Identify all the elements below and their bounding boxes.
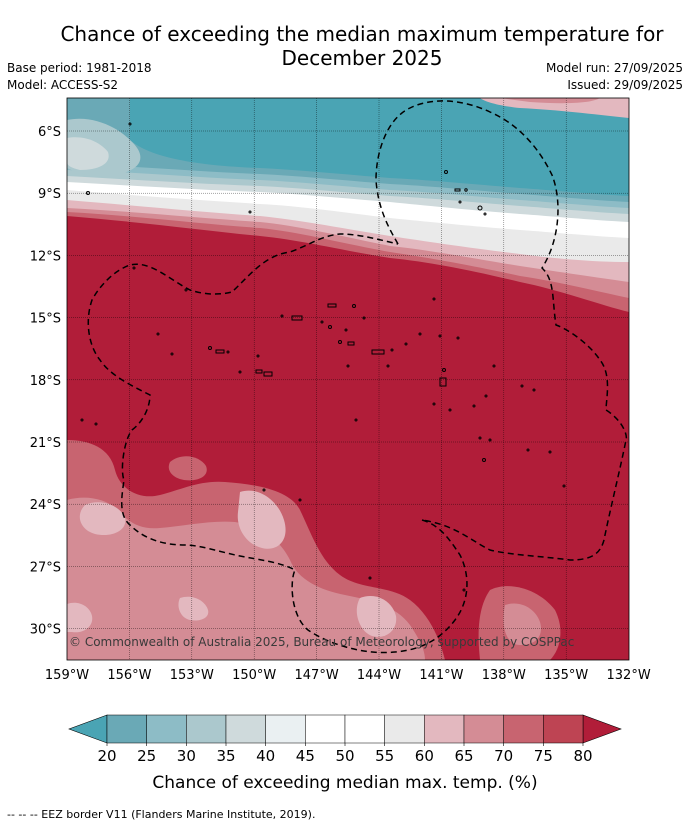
lon-label: 159°W — [45, 668, 89, 683]
title-line-2: December 2025 — [281, 46, 443, 70]
lon-label: 132°W — [607, 668, 651, 683]
north-patch-70-west — [67, 447, 95, 473]
meta-left: Base period: 1981-2018 Model: ACCESS-S2 — [7, 60, 152, 94]
colorbar-high-extension — [582, 714, 622, 744]
colorbar-segment — [463, 714, 504, 744]
colorbar-segment — [543, 714, 584, 744]
meta-right: Model run: 27/09/2025 Issued: 29/09/2025 — [546, 60, 683, 94]
lon-label: 156°W — [107, 668, 151, 683]
band-20 — [130, 98, 629, 196]
colorbar-segment — [503, 714, 544, 744]
lat-label: 12°S — [30, 249, 61, 264]
colorbar-segment — [186, 714, 227, 744]
colorbar-segment — [384, 714, 425, 744]
colorbar-segment — [265, 714, 306, 744]
lon-label: 141°W — [419, 668, 463, 683]
pale-patch-nw-inner — [67, 137, 109, 170]
north-patch-65-west — [168, 456, 207, 481]
lat-label: 18°S — [30, 374, 61, 389]
south-patch-60-a — [79, 502, 126, 536]
colorbar-segment — [146, 714, 187, 744]
south-patch-65 — [67, 497, 425, 660]
colorbar-tick-label: 25 — [137, 747, 156, 765]
map-field — [67, 98, 629, 660]
eez-borders — [87, 100, 628, 654]
lat-label: 30°S — [30, 623, 61, 638]
map-frame — [66, 97, 630, 661]
colorbar-low-extension — [68, 714, 108, 744]
lon-label: 144°W — [357, 668, 401, 683]
colorbar-tick-label: 40 — [256, 747, 275, 765]
colorbar-tick-label: 60 — [415, 747, 434, 765]
lat-label: 9°S — [38, 187, 61, 202]
chart-title: Chance of exceeding the median maximum t… — [0, 22, 690, 70]
colorbar-tick-label: 50 — [335, 747, 354, 765]
model-name: Model: ACCESS-S2 — [7, 78, 119, 92]
lat-label: 27°S — [30, 560, 61, 575]
colorbar-tick-label: 20 — [97, 747, 116, 765]
colorbar-label: Chance of exceeding median max. temp. (%… — [152, 773, 537, 793]
colorbar: 20 25 30 35 40 45 50 55 60 65 70 75 80 — [68, 714, 622, 765]
colorbar-tick-label: 65 — [454, 747, 473, 765]
lon-label: 135°W — [544, 668, 588, 683]
base-period: Base period: 1981-2018 — [7, 61, 152, 75]
colorbar-segment — [424, 714, 465, 744]
lat-label: 15°S — [30, 312, 61, 327]
graticule — [67, 98, 629, 660]
lon-label: 138°W — [482, 668, 526, 683]
colorbar-tick-label: 70 — [494, 747, 513, 765]
lat-label: 24°S — [30, 498, 61, 513]
lat-label: 21°S — [30, 436, 61, 451]
eez-border-central — [87, 233, 468, 654]
lon-label: 147°W — [295, 668, 339, 683]
colorbar-tick-label: 45 — [296, 747, 315, 765]
colorbar-tick-label: 80 — [573, 747, 592, 765]
colorbar-tick-label: 35 — [216, 747, 235, 765]
lon-label: 153°W — [170, 668, 214, 683]
south-patch-60-d — [178, 596, 209, 621]
colorbar-tick-label: 55 — [375, 747, 394, 765]
latitude-labels: 6°S 9°S 12°S 15°S 18°S 21°S 24°S 27°S 30°S — [30, 125, 61, 638]
south-patch-60-b — [237, 490, 286, 549]
eez-footnote: -- -- -- EEZ border V11 (Flanders Marine… — [7, 808, 316, 821]
south-patch-65-east — [503, 603, 542, 645]
pink-patch-ne — [480, 98, 629, 118]
colorbar-tick-label: 75 — [534, 747, 553, 765]
colorbar-segment — [106, 714, 147, 744]
lat-label: 6°S — [38, 125, 61, 140]
longitude-labels: 159°W 156°W 153°W 150°W 147°W 144°W 141°W 138°W… — [45, 668, 651, 683]
model-run: Model run: 27/09/2025 — [545, 61, 683, 75]
north-patch-68-mid — [205, 486, 228, 505]
issued-date: Issued: 29/09/2025 — [567, 78, 683, 92]
title-line-1: Chance of exceeding the median maximum t… — [60, 22, 664, 46]
islands — [80, 122, 566, 592]
copyright-notice: © Commonwealth of Australia 2025, Bureau… — [69, 635, 574, 649]
pink-patch-ne-inner — [500, 98, 600, 104]
south-patch-60-e — [67, 602, 93, 633]
lon-label: 150°W — [232, 668, 276, 683]
colorbar-segment — [305, 714, 346, 744]
colorbar-segment — [225, 714, 266, 744]
colorbar-segment — [344, 714, 385, 744]
south-patch-60-c — [356, 596, 397, 637]
eez-border-northeast — [375, 100, 628, 561]
colorbar-tick-label: 30 — [177, 747, 196, 765]
